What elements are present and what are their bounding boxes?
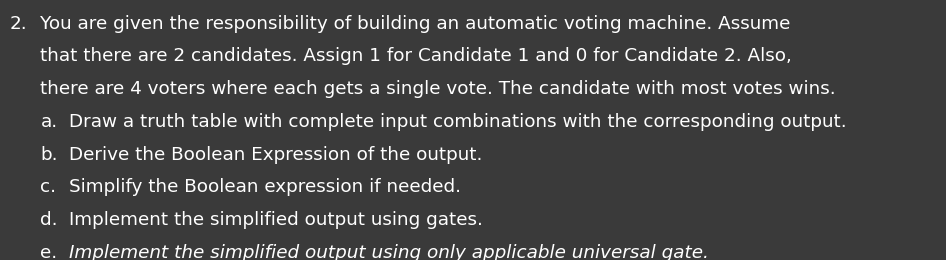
Text: there are 4 voters where each gets a single vote. The candidate with most votes : there are 4 voters where each gets a sin… xyxy=(41,80,836,98)
Text: Draw a truth table with complete input combinations with the corresponding outpu: Draw a truth table with complete input c… xyxy=(69,113,847,131)
Text: d.: d. xyxy=(41,211,58,229)
Text: Derive the Boolean Expression of the output.: Derive the Boolean Expression of the out… xyxy=(69,146,482,164)
Text: b.: b. xyxy=(41,146,58,164)
Text: that there are 2 candidates. Assign 1 for Candidate 1 and 0 for Candidate 2. Als: that there are 2 candidates. Assign 1 fo… xyxy=(41,48,792,66)
Text: e.: e. xyxy=(41,244,58,260)
Text: Implement the simplified output using only applicable universal gate.: Implement the simplified output using on… xyxy=(69,244,709,260)
Text: Implement the simplified output using gates.: Implement the simplified output using ga… xyxy=(69,211,482,229)
Text: a.: a. xyxy=(41,113,58,131)
Text: c.: c. xyxy=(41,178,57,196)
Text: 2.: 2. xyxy=(10,15,27,33)
Text: You are given the responsibility of building an automatic voting machine. Assume: You are given the responsibility of buil… xyxy=(41,15,791,33)
Text: Simplify the Boolean expression if needed.: Simplify the Boolean expression if neede… xyxy=(69,178,461,196)
